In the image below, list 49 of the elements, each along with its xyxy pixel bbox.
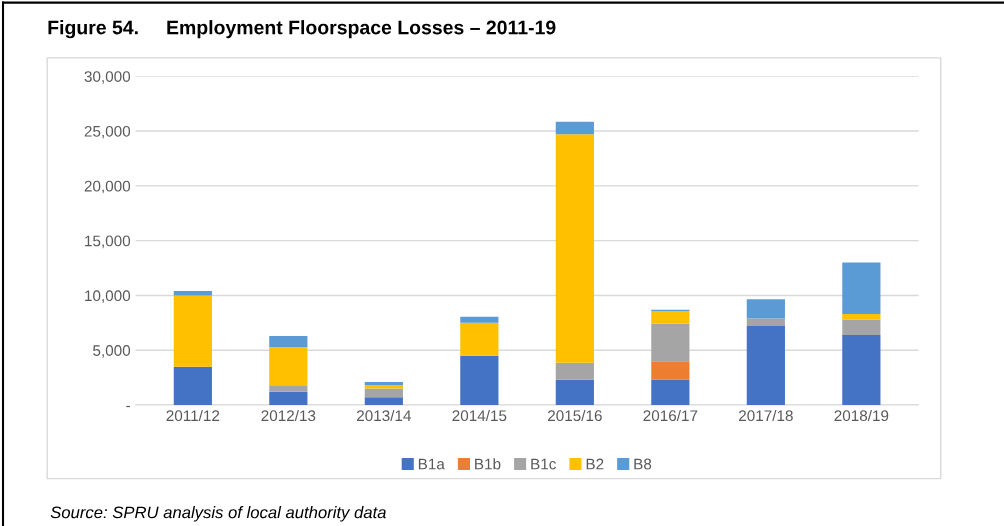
bar [460,316,499,323]
bar [460,355,499,406]
bar [555,362,594,380]
y-tick-label: 30,000 [84,71,131,84]
x-tick-label: 2013/14 [357,409,412,422]
bar [651,361,690,380]
x-tick-label: 2012/13 [261,409,316,422]
bar [555,134,594,363]
bar [842,262,881,315]
y-tick-label: 15,000 [85,235,131,249]
bar [842,334,881,406]
bar [269,385,308,392]
source-note: Source: SPRU analysis of local authority data [50,506,386,522]
bar [651,379,690,406]
legend-label: B1c [531,458,556,470]
bar [651,323,690,362]
y-tick-label: 10,000 [85,290,131,303]
legend-label: B8 [634,458,652,470]
bar [173,366,212,406]
bar [746,299,785,319]
bar [364,397,403,406]
y-tick-label: 5,000 [93,345,131,358]
bar [269,391,308,406]
bar [746,326,785,406]
bar [842,314,881,320]
bar [173,291,212,296]
x-tick-label: 2015/16 [548,409,602,422]
bar [364,388,403,398]
y-tick-label: 20,000 [84,180,131,194]
x-tick-label: 2017/18 [739,409,793,422]
bar [555,379,594,406]
chart-title: Figure 54. Employment Floorspace Losses – 2011-19 [48,20,556,39]
bar [746,318,785,327]
bar [555,121,594,135]
bar [842,319,881,335]
x-tick-label: 2016/17 [643,409,698,422]
bar [269,346,308,386]
x-tick-label: 2014/15 [452,409,507,422]
legend-label: B1a [418,458,445,470]
x-tick-label: 2011/12 [166,409,220,422]
legend-label: B2 [586,458,604,470]
bar [269,335,308,347]
bar [173,295,212,367]
y-tick-label: 25,000 [84,125,131,139]
bar [460,322,499,356]
bar [651,311,690,324]
x-tick-label: 2018/19 [834,409,889,422]
y-tick-label: - [126,405,130,408]
legend-label: B1b [475,458,501,470]
